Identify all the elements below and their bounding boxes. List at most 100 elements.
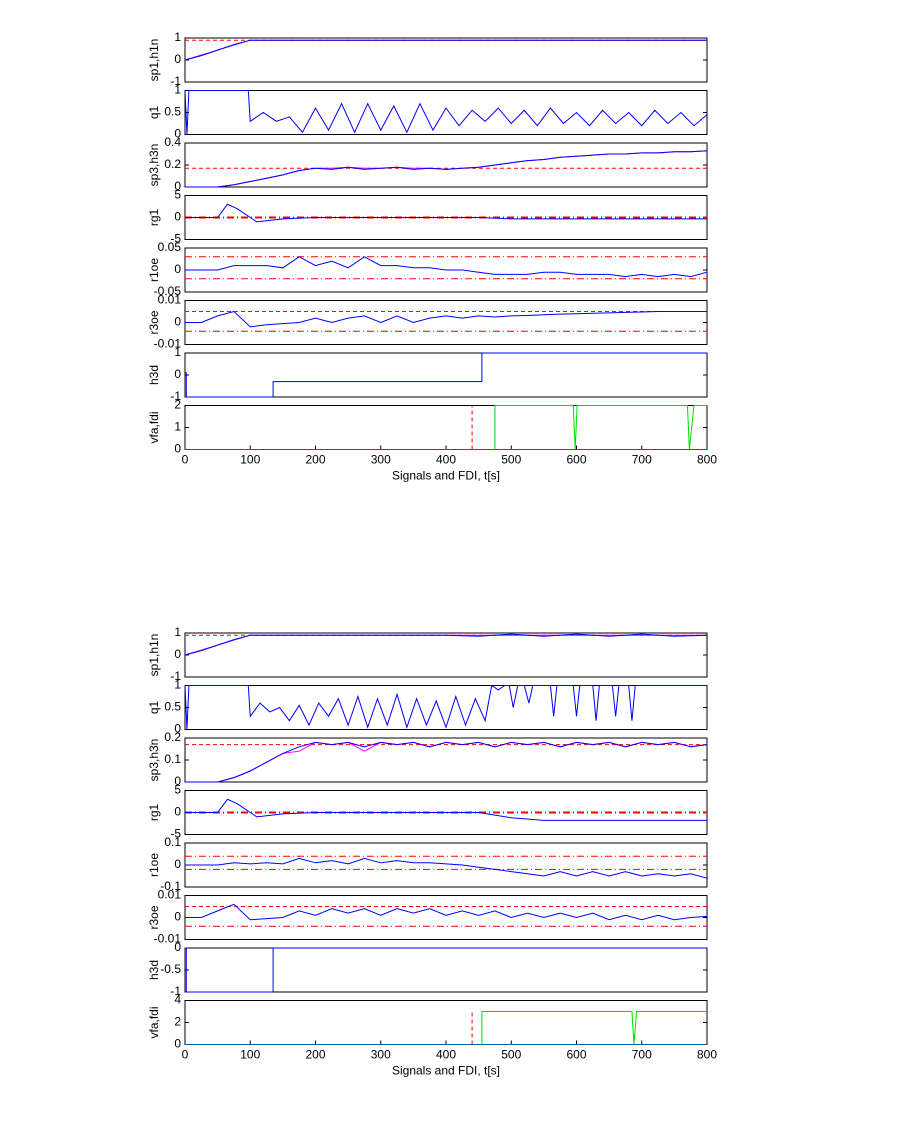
x-tick-label: 0: [182, 453, 189, 467]
axes-box: [184, 37, 708, 83]
y-tick-label: 1: [174, 420, 181, 434]
y-tick-label: -0.5: [160, 962, 181, 976]
y-tick-label: 0: [174, 722, 181, 736]
axes-box: [184, 352, 708, 398]
axes-box: [184, 1000, 708, 1045]
x-axis-label: Signals and FDI, t[s]: [392, 1064, 500, 1078]
y-tick-label: 0: [174, 315, 181, 329]
y-axis-label: sp3,h3n: [147, 144, 161, 187]
y-tick-label: -5: [170, 232, 181, 246]
y-axis-label: r3oe: [147, 310, 161, 334]
y-axis-label: q1: [147, 106, 161, 120]
y-axis-label: sp3,h3n: [147, 739, 161, 782]
axes-box: [184, 142, 708, 188]
series-line: [184, 90, 708, 135]
axes-box: [184, 895, 708, 940]
y-tick-label: 0.1: [164, 835, 181, 849]
x-axis-label: Signals and FDI, t[s]: [392, 469, 500, 483]
x-tick-label: 400: [436, 453, 456, 467]
x-tick-label: 200: [305, 453, 325, 467]
y-tick-label: 0.4: [164, 135, 181, 149]
y-tick-label: 0.1: [164, 752, 181, 766]
y-tick-label: 0: [174, 179, 181, 193]
y-tick-label: -1: [170, 74, 181, 88]
y-tick-label: 0: [174, 647, 181, 661]
y-tick-label: 0.01: [158, 888, 182, 902]
x-tick-label: 200: [305, 1048, 325, 1062]
y-axis-label: h3d: [147, 960, 161, 980]
y-tick-label: 0.5: [164, 700, 181, 714]
axes-box: [184, 247, 708, 293]
y-tick-label: 0: [174, 262, 181, 276]
axes-box: [184, 842, 708, 888]
series-line: [185, 405, 707, 450]
y-tick-label: 0: [174, 442, 181, 456]
axes-box: [184, 405, 708, 450]
y-axis-label: rg1: [147, 804, 161, 822]
x-tick-label: 600: [566, 453, 586, 467]
y-tick-label: 0: [174, 210, 181, 224]
x-tick-label: 500: [501, 453, 521, 467]
x-tick-label: 800: [697, 453, 717, 467]
series-line: [185, 310, 707, 328]
y-axis-label: r1oe: [147, 853, 161, 877]
axes-box: [184, 632, 708, 678]
series-line: [185, 352, 707, 398]
y-tick-label: 0: [174, 52, 181, 66]
y-axis-label: rg1: [147, 209, 161, 227]
x-tick-label: 800: [697, 1048, 717, 1062]
y-axis-label: vfa,fdi: [147, 1006, 161, 1038]
axes-box: [184, 300, 708, 345]
y-tick-label: -1: [170, 669, 181, 683]
x-tick-label: 400: [436, 1048, 456, 1062]
series-line: [185, 798, 707, 821]
x-tick-label: 100: [240, 453, 260, 467]
y-axis-label: vfa,fdi: [147, 411, 161, 443]
y-tick-label: 0.05: [158, 240, 182, 254]
y-tick-label: 0: [174, 910, 181, 924]
series-line: [185, 903, 708, 921]
x-tick-label: 700: [632, 1048, 652, 1062]
y-axis-label: sp1,h1n: [147, 39, 161, 82]
series-line: [184, 633, 708, 656]
y-tick-label: 0: [174, 940, 181, 954]
y-tick-label: 0: [174, 367, 181, 381]
y-tick-label: -1: [170, 984, 181, 998]
y-tick-label: 1: [174, 678, 181, 692]
y-tick-label: 0: [174, 1037, 181, 1051]
series-line: [185, 741, 708, 783]
y-tick-label: 5: [174, 188, 181, 202]
y-axis-label: r1oe: [147, 258, 161, 282]
y-tick-label: 4: [174, 993, 181, 1007]
y-tick-label: 0: [174, 774, 181, 788]
x-tick-label: 700: [632, 453, 652, 467]
series-line: [185, 150, 708, 188]
x-tick-label: 300: [371, 1048, 391, 1062]
axes-box: [184, 947, 708, 993]
x-tick-label: 600: [566, 1048, 586, 1062]
y-tick-label: 0.2: [164, 157, 181, 171]
series-line: [185, 256, 708, 278]
x-tick-label: 100: [240, 1048, 260, 1062]
series-line: [185, 857, 708, 879]
y-tick-label: 1: [174, 625, 181, 639]
y-axis-label: sp1,h1n: [147, 634, 161, 677]
y-axis-label: h3d: [147, 365, 161, 385]
y-tick-label: -5: [170, 827, 181, 841]
y-tick-label: 0: [174, 805, 181, 819]
series-line: [185, 203, 707, 223]
y-tick-label: 2: [174, 398, 181, 412]
y-tick-label: 1: [174, 345, 181, 359]
series-line: [185, 947, 707, 993]
y-tick-label: -0.05: [154, 284, 182, 298]
axes-box: [184, 685, 708, 730]
y-tick-label: 0.01: [158, 293, 182, 307]
y-tick-label: -0.1: [160, 879, 181, 893]
y-tick-label: -0.01: [154, 932, 182, 946]
y-tick-label: 5: [174, 783, 181, 797]
x-tick-label: 0: [182, 1048, 189, 1062]
y-tick-label: 0: [174, 127, 181, 141]
x-tick-label: 500: [501, 1048, 521, 1062]
y-tick-label: 0.2: [164, 730, 181, 744]
